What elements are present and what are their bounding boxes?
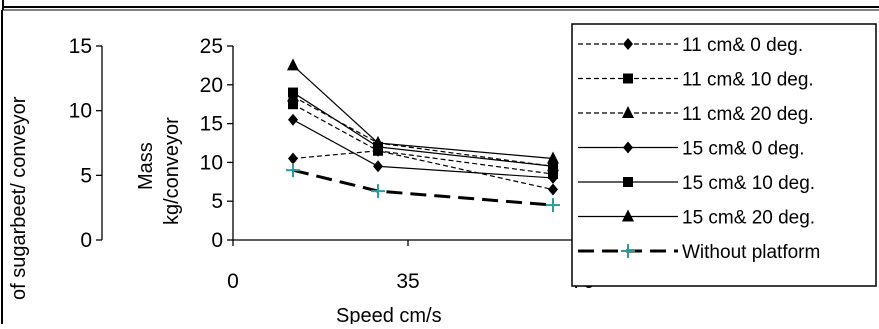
y-axis-title-outer: of sugarbeet/ conveyor bbox=[8, 96, 30, 300]
legend-entry: 11 cm& 20 deg. bbox=[578, 104, 814, 125]
y-axis-title-inner-1: Mass bbox=[135, 142, 157, 190]
x-axis-title: Speed cm/s bbox=[336, 305, 442, 324]
diamond-marker bbox=[373, 160, 383, 173]
legend-entry: 11 cm& 10 deg. bbox=[578, 70, 814, 91]
series-6 bbox=[286, 163, 560, 213]
series-2 bbox=[287, 89, 559, 172]
series-line bbox=[292, 95, 554, 167]
legend-label: 11 cm& 10 deg. bbox=[682, 70, 814, 91]
legend-label: 11 cm& 20 deg. bbox=[682, 104, 814, 125]
y-tick-label: 20 bbox=[200, 74, 223, 97]
triangle-marker bbox=[287, 58, 299, 71]
triangle-marker bbox=[547, 151, 559, 164]
diamond-marker bbox=[623, 38, 633, 50]
triangle-marker bbox=[622, 106, 634, 118]
y-tick-label: 25 bbox=[200, 35, 223, 58]
outer-y-tick-label: 0 bbox=[80, 229, 92, 252]
legend-label: 15 cm& 20 deg. bbox=[682, 208, 815, 229]
square-marker bbox=[548, 161, 558, 172]
legend-box bbox=[571, 23, 877, 287]
y-tick-label: 15 bbox=[200, 113, 223, 136]
legend-entry: 15 cm& 0 deg. bbox=[578, 139, 805, 160]
y-tick-label: 0 bbox=[211, 229, 223, 252]
diamond-marker bbox=[288, 113, 298, 126]
legend-label: 15 cm& 10 deg. bbox=[682, 173, 815, 194]
y-tick-label: 10 bbox=[200, 151, 223, 174]
square-marker bbox=[623, 177, 633, 187]
diamond-marker bbox=[548, 171, 558, 184]
series-line bbox=[292, 150, 554, 191]
y-tick-label: 5 bbox=[211, 190, 223, 213]
y-axis-title-inner-2: kg/conveyor bbox=[161, 117, 183, 225]
legend-label: Without platform bbox=[682, 242, 820, 263]
series-line bbox=[292, 64, 554, 160]
legend-entry: Without platform bbox=[578, 242, 820, 263]
diamond-marker bbox=[623, 141, 633, 154]
legend-entry: 15 cm& 10 deg. bbox=[578, 173, 815, 194]
diamond-marker bbox=[548, 183, 558, 196]
legend-entry: 11 cm& 0 deg. bbox=[578, 35, 803, 56]
square-marker bbox=[288, 99, 298, 110]
series-line bbox=[292, 103, 554, 175]
series-5 bbox=[287, 58, 559, 164]
legend-entry: 15 cm& 20 deg. bbox=[578, 208, 815, 229]
x-tick-label: 35 bbox=[396, 270, 419, 293]
square-marker bbox=[623, 73, 633, 84]
x-tick-label: 0 bbox=[227, 270, 239, 293]
triangle-marker bbox=[372, 136, 384, 148]
outer-y-tick-label: 15 bbox=[69, 35, 92, 58]
legend-label: 15 cm& 0 deg. bbox=[682, 139, 805, 160]
legend-label: 11 cm& 0 deg. bbox=[682, 35, 803, 56]
series-4 bbox=[288, 87, 558, 172]
triangle-marker bbox=[622, 209, 634, 222]
series-3 bbox=[288, 113, 558, 184]
legend: 11 cm& 0 deg. 11 cm& 10 deg. 11 cm& 20 deg… bbox=[578, 35, 820, 263]
diamond-marker bbox=[288, 152, 298, 165]
outer-y-tick-label: 5 bbox=[80, 164, 92, 187]
outer-y-tick-label: 10 bbox=[69, 100, 92, 123]
square-marker bbox=[288, 87, 298, 98]
